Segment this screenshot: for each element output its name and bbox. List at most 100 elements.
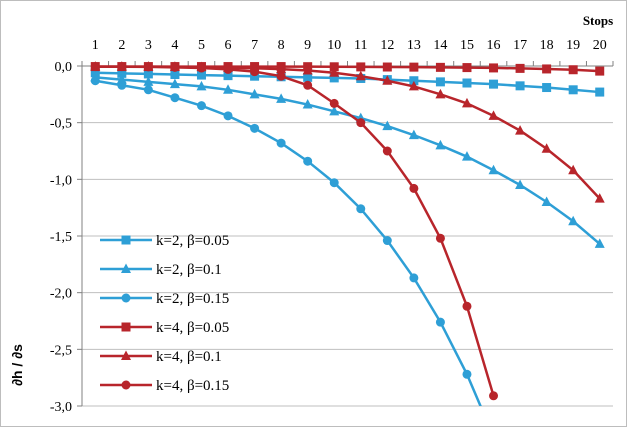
x-tick-label: 5 (198, 38, 205, 53)
legend-marker (121, 350, 131, 360)
x-tick-label: 14 (433, 38, 447, 53)
x-axis-label: Stops (583, 13, 613, 28)
x-tick-label: 17 (513, 38, 527, 53)
data-point (409, 76, 419, 86)
data-point (223, 64, 233, 74)
data-point (117, 62, 127, 72)
data-point (329, 73, 339, 83)
data-point (435, 77, 445, 87)
data-point (276, 63, 287, 74)
data-point (329, 178, 339, 188)
data-point (568, 164, 579, 175)
data-point (329, 67, 340, 77)
data-point (462, 78, 472, 88)
data-point (329, 105, 340, 116)
x-tick-label: 11 (354, 38, 367, 53)
data-point (515, 81, 525, 91)
data-point (489, 391, 499, 401)
grid (82, 122, 613, 407)
legend-entry: k=4, β=0.15 (100, 378, 229, 394)
data-point (170, 70, 180, 79)
y-tick-label: -2,5 (50, 343, 72, 358)
x-tick-label: 7 (251, 38, 258, 53)
legend-entry: k=4, β=0.1 (100, 349, 222, 365)
data-point (143, 62, 153, 72)
data-point (329, 62, 339, 72)
x-tick-label: 10 (327, 38, 341, 53)
data-point (409, 62, 419, 72)
data-point (515, 125, 526, 135)
legend: k=2, β=0.05 k=2, β=0.1 k=2, β=0.15 k=4, β=0… (100, 233, 229, 394)
data-point (382, 146, 392, 156)
data-point (117, 80, 127, 90)
series-6 (90, 62, 499, 401)
x-tick-label: 4 (171, 38, 178, 53)
x-tick-label: 2 (118, 38, 125, 53)
legend-label: k=4, β=0.05 (156, 320, 229, 336)
x-tick-label: 6 (225, 38, 232, 53)
data-point (489, 63, 499, 73)
y-tick-label: -2,0 (50, 287, 72, 302)
data-point (356, 118, 366, 128)
legend-marker (121, 263, 131, 273)
data-point (170, 93, 180, 103)
data-point (196, 80, 207, 91)
series-group (90, 61, 605, 406)
series-3 (90, 76, 482, 406)
data-point (249, 88, 260, 99)
data-point (303, 156, 313, 166)
data-point (435, 139, 446, 150)
data-point (542, 83, 552, 93)
y-tick-label: -0,5 (50, 117, 72, 132)
data-point (568, 215, 579, 226)
data-point (170, 62, 180, 72)
legend-marker (121, 322, 131, 332)
data-point (196, 101, 206, 111)
data-point (116, 74, 127, 84)
data-point (408, 129, 419, 140)
data-point (196, 63, 206, 73)
data-point (250, 71, 260, 81)
data-point (302, 99, 313, 109)
data-point (382, 75, 393, 85)
data-point (117, 68, 127, 78)
data-point (461, 97, 472, 108)
data-point (329, 98, 339, 108)
x-tick-label: 19 (566, 38, 580, 53)
data-point (143, 69, 153, 79)
legend-label: k=4, β=0.15 (156, 378, 229, 394)
series-line (95, 65, 495, 397)
y-tick-label: -1,0 (50, 173, 72, 188)
y-tick-label: -3,0 (50, 400, 72, 415)
y-tick-label: -1,5 (50, 230, 72, 245)
x-tick-label: 9 (304, 38, 311, 53)
data-point (223, 71, 233, 81)
data-point (408, 80, 419, 91)
x-tick-label: 15 (460, 38, 474, 53)
legend-entry: k=2, β=0.15 (100, 291, 229, 307)
legend-marker (121, 235, 131, 245)
x-tick-label: 12 (380, 38, 394, 53)
legend-label: k=2, β=0.1 (156, 262, 222, 278)
data-point (594, 238, 605, 248)
x-tick-label: 13 (407, 38, 421, 53)
data-point (462, 369, 472, 379)
data-point (90, 62, 100, 72)
data-point (542, 64, 552, 74)
data-point (435, 317, 445, 327)
data-point (462, 63, 472, 73)
series-line (95, 76, 601, 245)
data-point (250, 123, 260, 133)
data-point (488, 110, 499, 120)
data-point (223, 111, 233, 121)
data-point (488, 164, 499, 175)
x-tick-label: 18 (540, 38, 554, 53)
data-point (435, 88, 446, 99)
data-point (435, 233, 445, 243)
data-point (196, 70, 206, 80)
x-tick-label: 20 (593, 38, 607, 53)
data-point (594, 193, 605, 203)
legend-entry: k=2, β=0.05 (100, 233, 229, 249)
data-point (90, 76, 100, 86)
data-point (515, 63, 525, 73)
